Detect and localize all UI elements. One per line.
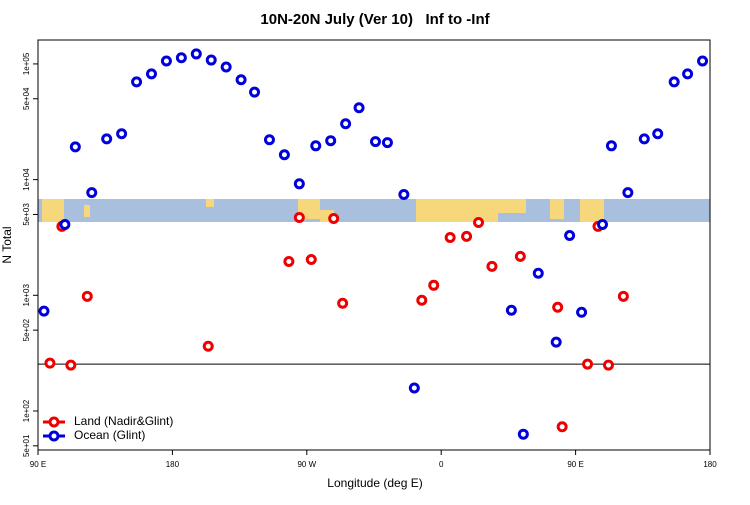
data-point <box>337 297 349 309</box>
data-point <box>44 357 56 369</box>
data-point <box>65 359 77 371</box>
data-point <box>293 178 305 190</box>
data-point <box>38 305 50 317</box>
data-point <box>81 290 93 302</box>
data-point <box>602 359 614 371</box>
data-point <box>473 216 485 228</box>
data-point <box>461 230 473 242</box>
data-point <box>328 213 340 225</box>
y-tick-label: 5e+04 <box>22 87 31 110</box>
data-point <box>652 128 664 140</box>
data-point <box>283 255 295 267</box>
data-point <box>160 55 172 67</box>
data-point <box>486 260 498 272</box>
data-point <box>514 250 526 262</box>
data-point <box>278 149 290 161</box>
y-axis-title: N Total <box>0 226 14 263</box>
chart-title: 10N-20N July (Ver 10) Inf to -Inf <box>260 11 490 28</box>
data-point <box>564 229 576 241</box>
legend-label: Land (Nadir&Glint) <box>74 414 173 428</box>
data-point <box>293 212 305 224</box>
data-point <box>582 358 594 370</box>
plot-frame <box>37 39 711 451</box>
data-point <box>550 336 562 348</box>
data-point <box>668 76 680 88</box>
map-strip <box>38 199 710 222</box>
data-point <box>249 86 261 98</box>
data-point <box>325 135 337 147</box>
legend-label: Ocean (Glint) <box>74 428 145 442</box>
data-point <box>86 187 98 199</box>
x-tick-label: 180 <box>166 460 180 469</box>
data-point <box>263 134 275 146</box>
data-point <box>517 428 529 440</box>
data-point <box>381 137 393 149</box>
y-tick-label: 1e+04 <box>22 168 31 191</box>
data-point <box>505 304 517 316</box>
legend-marker <box>48 416 60 428</box>
data-point <box>444 231 456 243</box>
data-point <box>416 294 428 306</box>
y-tick-label: 5e+01 <box>22 434 31 457</box>
y-tick-label: 1e+05 <box>22 52 31 75</box>
x-tick-label: 90 E <box>567 460 583 469</box>
data-point <box>596 219 608 231</box>
legend-marker <box>48 430 60 442</box>
data-point <box>202 340 214 352</box>
data-point <box>617 290 629 302</box>
data-point <box>220 61 232 73</box>
data-point <box>116 128 128 140</box>
data-point <box>190 48 202 60</box>
data-point <box>532 267 544 279</box>
data-point <box>340 118 352 130</box>
data-point <box>305 253 317 265</box>
y-tick-label: 5e+03 <box>22 203 31 226</box>
data-point <box>235 74 247 86</box>
data-point <box>556 421 568 433</box>
data-point <box>369 136 381 148</box>
data-point <box>59 219 71 231</box>
data-point <box>428 279 440 291</box>
x-tick-label: 90 W <box>297 460 316 469</box>
data-point <box>101 133 113 145</box>
data-point <box>576 306 588 318</box>
data-point <box>682 68 694 80</box>
y-tick-label: 1e+02 <box>22 399 31 422</box>
data-point <box>353 102 365 114</box>
x-axis-title: Longitude (deg E) <box>327 476 422 490</box>
data-point <box>552 301 564 313</box>
y-tick-label: 5e+02 <box>22 318 31 341</box>
x-tick-label: 90 E <box>30 460 46 469</box>
x-tick-label: 0 <box>439 460 444 469</box>
data-point <box>145 68 157 80</box>
data-point <box>605 140 617 152</box>
data-point <box>398 189 410 201</box>
x-tick-label: 180 <box>703 460 717 469</box>
data-point <box>175 52 187 64</box>
data-point <box>131 76 143 88</box>
data-point <box>310 140 322 152</box>
y-tick-label: 1e+03 <box>22 284 31 307</box>
data-point <box>622 187 634 199</box>
data-point <box>69 141 81 153</box>
data-point <box>205 54 217 66</box>
data-point <box>638 133 650 145</box>
data-point <box>408 382 420 394</box>
data-point <box>697 55 709 67</box>
